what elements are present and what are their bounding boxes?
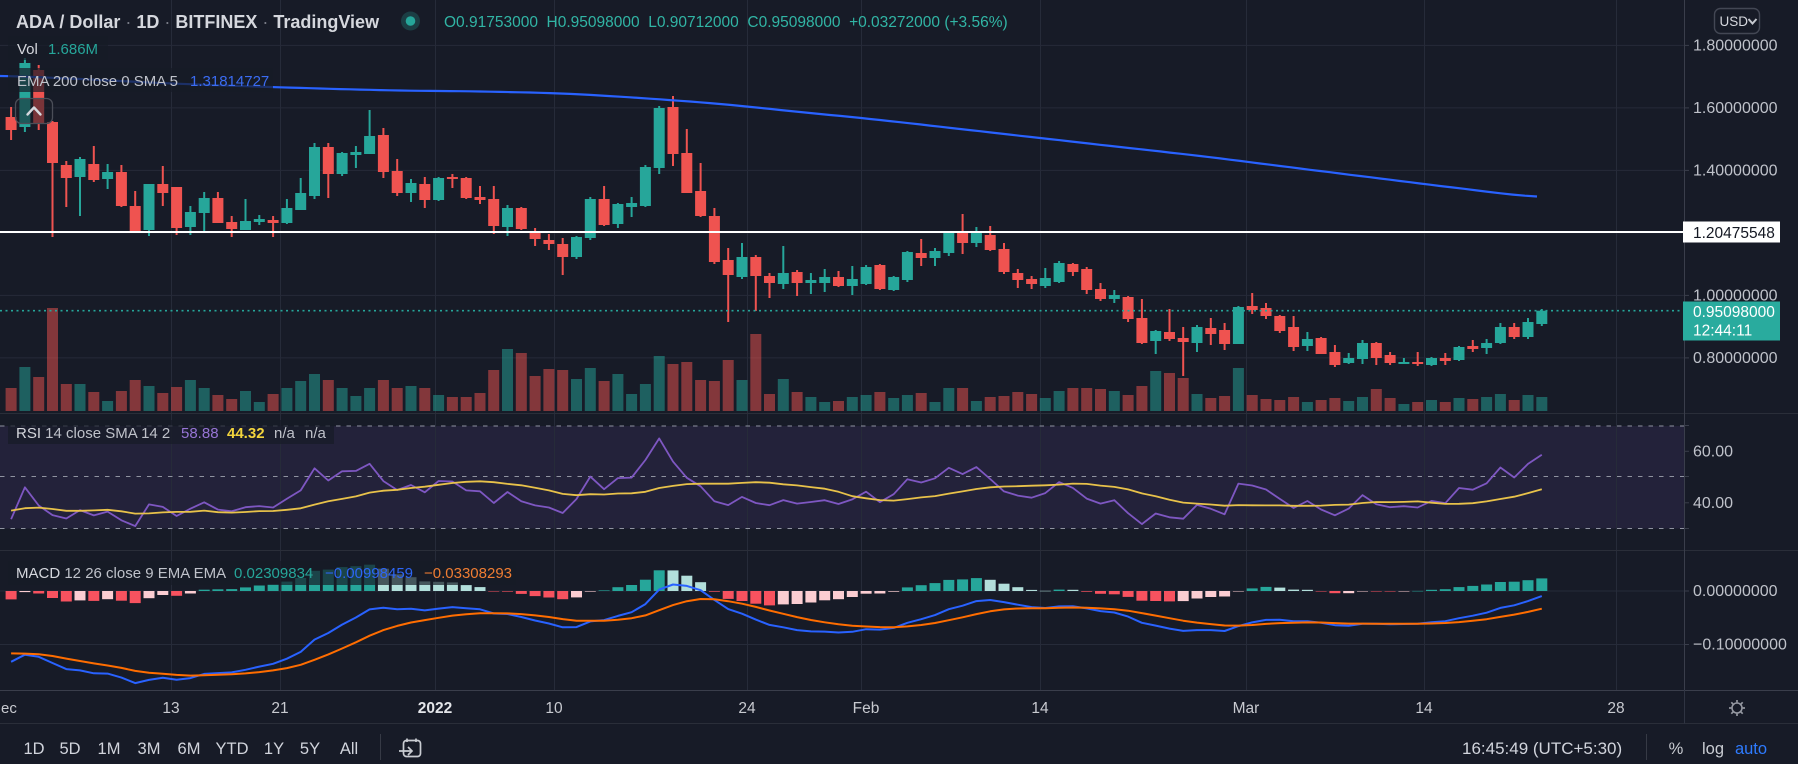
svg-text:1.80000000: 1.80000000	[1693, 37, 1778, 54]
svg-text:12:44:11: 12:44:11	[1693, 323, 1752, 340]
svg-text:−0.10000000: −0.10000000	[1693, 637, 1787, 654]
svg-text:2022: 2022	[418, 700, 452, 717]
svg-text:0.00000000: 0.00000000	[1693, 583, 1778, 600]
svg-text:EMA 200 close 0 SMA 5: EMA 200 close 0 SMA 5	[17, 73, 178, 90]
svg-text:24: 24	[738, 700, 756, 717]
svg-text:ADA / Dollar · 1D · BITFINEX ·: ADA / Dollar · 1D · BITFINEX · TradingVi…	[16, 12, 380, 32]
svg-text:1M: 1M	[98, 740, 121, 758]
svg-text:n/a: n/a	[274, 425, 296, 442]
svg-text:YTD: YTD	[216, 740, 249, 758]
svg-text:1.60000000: 1.60000000	[1693, 100, 1778, 117]
svg-text:1.00000000: 1.00000000	[1693, 287, 1778, 304]
svg-text:10: 10	[545, 700, 563, 717]
svg-text:ec: ec	[1, 700, 17, 717]
svg-text:All: All	[340, 740, 358, 758]
svg-text:16:45:49 (UTC+5:30): 16:45:49 (UTC+5:30)	[1462, 739, 1622, 758]
svg-text:14: 14	[1031, 700, 1049, 717]
svg-text:1.686M: 1.686M	[48, 41, 98, 58]
svg-text:40.00: 40.00	[1693, 495, 1733, 512]
svg-text:USD: USD	[1720, 14, 1749, 29]
svg-text:1D: 1D	[23, 740, 44, 758]
svg-text:n/a: n/a	[305, 425, 327, 442]
svg-text:RSI 14 close SMA 14 2: RSI 14 close SMA 14 2	[16, 425, 170, 442]
svg-text:1Y: 1Y	[264, 740, 284, 758]
svg-text:MACD 12 26 close 9 EMA EMA: MACD 12 26 close 9 EMA EMA	[16, 565, 226, 582]
svg-text:−0.03308293: −0.03308293	[424, 565, 512, 582]
svg-text:Feb: Feb	[853, 700, 880, 717]
svg-text:%: %	[1669, 740, 1684, 758]
svg-text:Mar: Mar	[1233, 700, 1260, 717]
svg-text:O0.91753000 H0.95098000 L0.9: O0.91753000 H0.95098000 L0.90712000 C0.9…	[444, 14, 1008, 31]
svg-text:28: 28	[1607, 700, 1624, 717]
svg-text:−0.00998459: −0.00998459	[325, 565, 413, 582]
svg-text:21: 21	[271, 700, 288, 717]
svg-text:0.80000000: 0.80000000	[1693, 350, 1778, 367]
svg-text:5Y: 5Y	[300, 740, 320, 758]
svg-text:5D: 5D	[59, 740, 80, 758]
svg-text:0.95098000: 0.95098000	[1693, 304, 1775, 321]
svg-text:58.88: 58.88	[181, 425, 219, 442]
svg-text:auto: auto	[1735, 740, 1767, 758]
svg-text:1.31814727: 1.31814727	[190, 73, 269, 90]
svg-text:14: 14	[1415, 700, 1433, 717]
svg-text:60.00: 60.00	[1693, 443, 1733, 460]
svg-text:3M: 3M	[138, 740, 161, 758]
svg-text:log: log	[1702, 740, 1724, 758]
svg-text:0.02309834: 0.02309834	[234, 565, 313, 582]
svg-text:13: 13	[162, 700, 179, 717]
svg-text:1.20475548: 1.20475548	[1693, 225, 1775, 242]
svg-text:44.32: 44.32	[227, 425, 265, 442]
svg-text:6M: 6M	[178, 740, 201, 758]
svg-text:1.40000000: 1.40000000	[1693, 162, 1778, 179]
svg-text:Vol: Vol	[17, 41, 38, 58]
